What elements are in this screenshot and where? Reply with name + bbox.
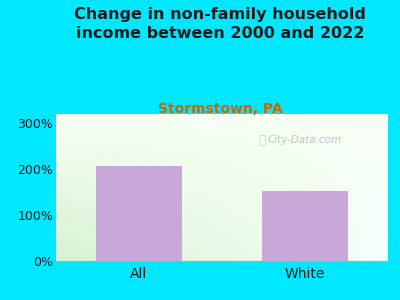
Text: City-Data.com: City-Data.com bbox=[268, 136, 342, 146]
Bar bbox=[96, 166, 182, 261]
Text: Change in non-family household
income between 2000 and 2022: Change in non-family household income be… bbox=[74, 8, 366, 41]
Bar bbox=[262, 191, 348, 261]
Text: Stormstown, PA: Stormstown, PA bbox=[158, 102, 282, 116]
Text: ⓘ: ⓘ bbox=[258, 134, 266, 147]
